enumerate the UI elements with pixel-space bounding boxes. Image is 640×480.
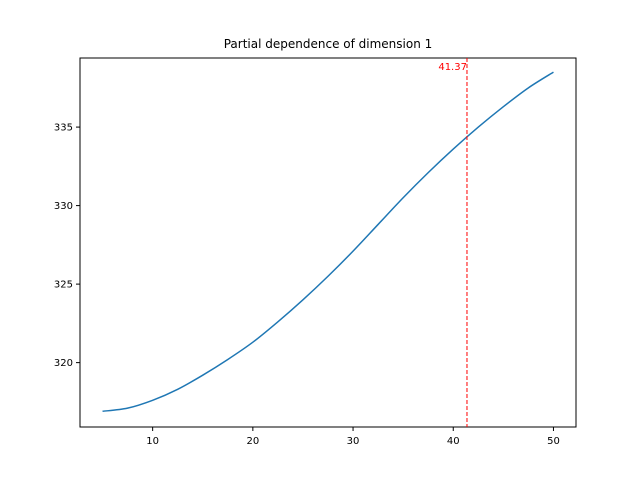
y-tick-label: 325 <box>54 280 73 291</box>
x-tick-label: 30 <box>347 436 360 447</box>
x-tick-label: 10 <box>146 436 159 447</box>
y-axis: 320 325 330 335 <box>54 123 80 369</box>
chart-title: Partial dependence of dimension 1 <box>224 37 433 51</box>
x-axis: 10 20 30 40 50 <box>146 427 560 447</box>
y-tick-label: 320 <box>54 358 73 369</box>
series-line <box>102 71 554 413</box>
x-tick-label: 20 <box>246 436 259 447</box>
reference-line-label: 41.37 <box>438 62 467 73</box>
y-tick-label: 330 <box>54 201 73 212</box>
y-tick-label: 335 <box>54 123 73 134</box>
x-tick-label: 50 <box>547 436 560 447</box>
plot-area <box>79 57 577 428</box>
x-tick-label: 40 <box>447 436 460 447</box>
